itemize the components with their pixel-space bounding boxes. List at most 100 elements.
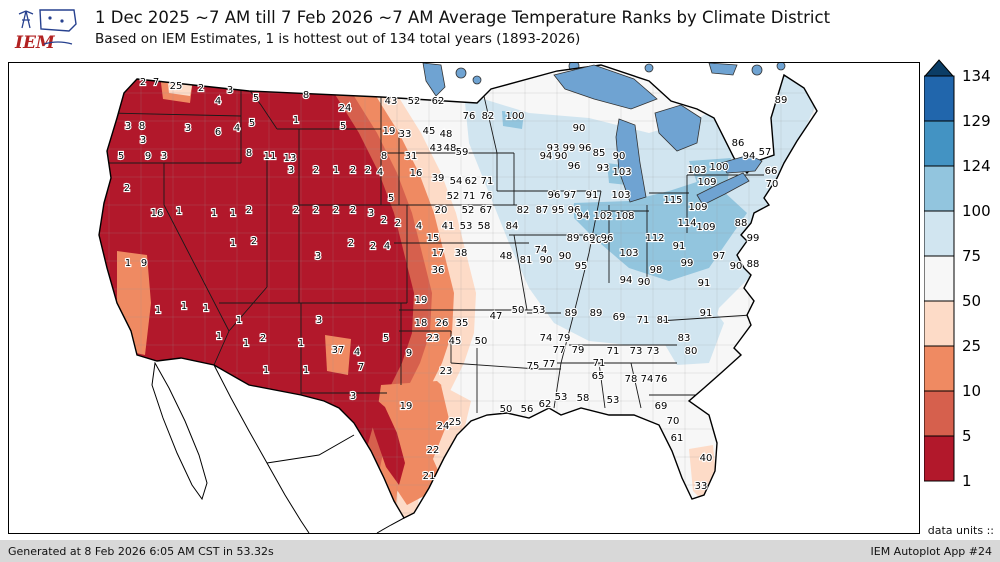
colorbar-segment <box>924 211 954 256</box>
district-rank-label: 108 <box>615 211 634 222</box>
district-rank-label: 71 <box>593 358 606 369</box>
district-rank-label: 96 <box>579 143 592 154</box>
district-rank-label: 73 <box>630 346 643 357</box>
district-rank-label: 50 <box>500 404 513 415</box>
district-rank-label: 4 <box>234 123 240 134</box>
district-rank-label: 1 <box>333 165 339 176</box>
district-rank-label: 5 <box>340 121 346 132</box>
district-rank-label: 93 <box>597 163 610 174</box>
district-rank-label: 2 <box>198 83 204 94</box>
district-rank-label: 1 <box>298 338 304 349</box>
colorbar-tick: 100 <box>962 202 991 220</box>
us-map-svg: 2725234582451435262768210019334548485938… <box>9 63 919 533</box>
district-rank-label: 96 <box>548 190 561 201</box>
district-rank-label: 9 <box>406 348 412 359</box>
district-rank-label: 1 <box>230 208 236 219</box>
district-rank-label: 61 <box>671 433 684 444</box>
district-rank-label: 90 <box>540 255 553 266</box>
district-rank-label: 66 <box>765 166 778 177</box>
district-rank-label: 90 <box>613 151 626 162</box>
weather-tower-icon <box>19 11 33 28</box>
canada-lake <box>777 63 785 70</box>
iowa-outline-icon <box>40 10 76 31</box>
district-rank-label: 26 <box>436 318 449 329</box>
district-rank-label: 62 <box>465 176 478 187</box>
district-rank-label: 103 <box>611 190 630 201</box>
district-rank-label: 56 <box>521 404 534 415</box>
colorbar-segment <box>924 301 954 346</box>
district-rank-label: 19 <box>383 126 396 137</box>
district-rank-label: 2 <box>313 165 319 176</box>
district-rank-label: 2 <box>333 205 339 216</box>
footer-app: IEM Autoplot App #24 <box>871 545 993 558</box>
district-rank-label: 74 <box>535 245 548 256</box>
map-panel: 2725234582451435262768210019334548485938… <box>8 62 920 534</box>
district-rank-label: 3 <box>227 85 233 96</box>
colorbar-tick: 1 <box>962 472 972 490</box>
district-rank-label: 97 <box>713 251 726 262</box>
district-rank-label: 74 <box>540 333 553 344</box>
district-rank-label: 82 <box>482 111 495 122</box>
district-rank-label: 4 <box>354 347 360 358</box>
district-rank-label: 33 <box>695 481 708 492</box>
district-rank-label: 37 <box>332 345 345 356</box>
colorbar-tick: 10 <box>962 382 981 400</box>
district-rank-label: 77 <box>553 345 566 356</box>
district-rank-label: 88 <box>747 259 760 270</box>
colorbar-segment <box>924 121 954 166</box>
district-rank-label: 95 <box>552 205 565 216</box>
district-rank-label: 2 <box>350 165 356 176</box>
district-rank-label: 19 <box>400 401 413 412</box>
district-rank-label: 76 <box>463 111 476 122</box>
colorbar-segment <box>924 391 954 436</box>
district-rank-label: 1 <box>293 115 299 126</box>
district-rank-label: 50 <box>475 336 488 347</box>
district-rank-label: 8 <box>381 151 387 162</box>
colorbar-segment <box>924 436 954 481</box>
district-rank-label: 52 <box>462 205 475 216</box>
district-rank-label: 69 <box>613 312 626 323</box>
baja-california <box>152 363 207 499</box>
district-rank-label: 1 <box>181 301 187 312</box>
district-rank-label: 96 <box>601 233 614 244</box>
district-rank-label: 4 <box>416 221 422 232</box>
district-rank-label: 114 <box>677 218 696 229</box>
page-subtitle: Based on IEM Estimates, 1 is hottest out… <box>95 31 925 47</box>
district-rank-label: 25 <box>170 81 183 92</box>
district-rank-label: 1 <box>125 258 131 269</box>
mexico-state-line <box>267 435 354 463</box>
district-rank-label: 81 <box>657 315 670 326</box>
district-rank-label: 2 <box>381 215 387 226</box>
district-rank-label: 112 <box>645 233 664 244</box>
district-rank-label: 13 <box>284 153 297 164</box>
district-rank-label: 24 <box>339 103 352 114</box>
district-rank-label: 109 <box>697 177 716 188</box>
district-rank-label: 41 <box>442 221 455 232</box>
district-rank-label: 70 <box>667 416 680 427</box>
district-rank-label: 48 <box>440 129 453 140</box>
colorbar-tick: 134 <box>962 67 991 85</box>
district-rank-label: 43 <box>430 143 443 154</box>
district-rank-label: 79 <box>572 345 585 356</box>
district-rank-label: 25 <box>449 417 462 428</box>
district-rank-label: 2 <box>395 218 401 229</box>
colorbar-segment <box>924 166 954 211</box>
district-rank-label: 40 <box>700 453 713 464</box>
district-rank-label: 48 <box>500 251 513 262</box>
district-rank-label: 2 <box>348 238 354 249</box>
station-dot <box>48 16 51 19</box>
district-rank-label: 89 <box>567 233 580 244</box>
district-rank-label: 81 <box>520 255 533 266</box>
district-rank-label: 53 <box>460 221 473 232</box>
district-rank-label: 91 <box>673 241 686 252</box>
district-rank-label: 53 <box>555 392 568 403</box>
district-rank-label: 6 <box>215 127 221 138</box>
district-rank-label: 94 <box>620 275 633 286</box>
district-rank-label: 54 <box>450 176 463 187</box>
footer-generated: Generated at 8 Feb 2026 6:05 AM CST in 5… <box>8 545 274 558</box>
district-rank-label: 3 <box>140 135 146 146</box>
district-rank-label: 71 <box>607 346 620 357</box>
district-rank-label: 90 <box>559 251 572 262</box>
colorbar-segment <box>924 256 954 301</box>
district-rank-label: 2 <box>370 241 376 252</box>
